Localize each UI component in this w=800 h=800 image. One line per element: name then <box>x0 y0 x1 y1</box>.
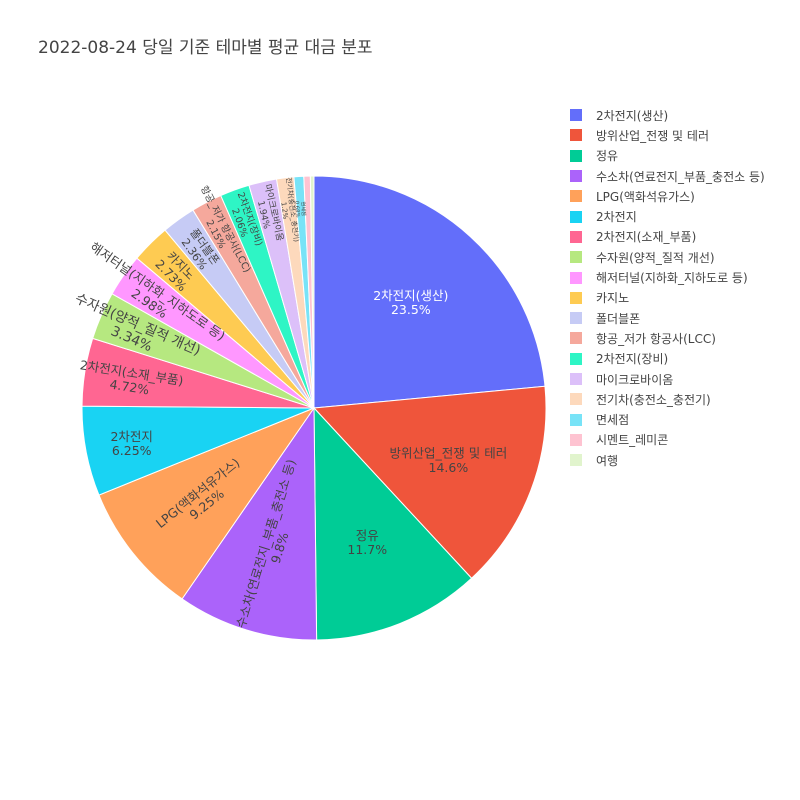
slice-label: 2차전지 6.25% <box>110 429 152 458</box>
legend-label: 수소차(연료전지_부품_충전소 등) <box>596 169 765 184</box>
legend-swatch <box>570 149 582 162</box>
legend-label: 2차전지 <box>596 210 637 225</box>
legend-label: LPG(액화석유가스) <box>596 189 695 204</box>
pie-slice[interactable] <box>313 406 473 641</box>
legend-item[interactable]: 2차전지 <box>570 206 765 226</box>
legend-item[interactable]: 여행 <box>570 450 765 470</box>
legend-label: 수자원(양적_질적 개선) <box>596 250 715 265</box>
pie-slice[interactable] <box>181 406 318 641</box>
legend-item[interactable]: 방위산업_전쟁 및 테러 <box>570 125 765 145</box>
legend-label: 2차전지(장비) <box>596 352 669 367</box>
legend-label: 2차전지(생산) <box>596 108 669 123</box>
legend-swatch <box>570 373 582 385</box>
slice-label: 정유 11.7% <box>347 528 387 557</box>
legend-label: 2차전지(소재_부품) <box>596 230 697 245</box>
legend-swatch <box>570 170 582 183</box>
legend-item[interactable]: 폴더블폰 <box>570 308 765 328</box>
legend-item[interactable]: 마이크로바이옴 <box>570 369 765 389</box>
legend-label: 마이크로바이옴 <box>596 372 674 387</box>
legend-swatch <box>570 271 582 284</box>
legend-label: 방위산업_전쟁 및 테러 <box>596 128 709 143</box>
legend-swatch <box>570 230 582 243</box>
legend-label: 시멘트_레미콘 <box>596 433 669 448</box>
pie-slice[interactable] <box>312 385 547 579</box>
legend-label: 카지노 <box>596 291 630 306</box>
legend-label: 정유 <box>596 149 619 164</box>
legend-swatch <box>570 129 582 142</box>
legend-swatch <box>570 190 582 203</box>
legend-label: 폴더블폰 <box>596 311 641 326</box>
legend-label: 여행 <box>596 453 619 468</box>
legend-item[interactable]: 2차전지(장비) <box>570 349 765 369</box>
legend-label: 항공_저가 항공사(LCC) <box>596 331 716 346</box>
legend-swatch <box>570 393 582 406</box>
legend-item[interactable]: 수자원(양적_질적 개선) <box>570 247 765 267</box>
legend-label: 면세점 <box>596 413 630 428</box>
legend-item[interactable]: 2차전지(생산) <box>570 105 765 125</box>
chart-title: 2022-08-24 당일 기준 테마별 평균 대금 분포 <box>38 38 373 58</box>
slice-label: 면세점0.68% <box>293 200 308 218</box>
legend-item[interactable]: 항공_저가 항공사(LCC) <box>570 328 765 348</box>
legend-swatch <box>570 454 582 467</box>
legend-item[interactable]: 면세점 <box>570 409 765 429</box>
legend-item[interactable]: 수소차(연료전지_부품_충전소 등) <box>570 166 765 186</box>
slice-label: 방위산업_전쟁 및 테러 14.6% <box>390 445 508 474</box>
legend-item[interactable]: LPG(액화석유가스) <box>570 186 765 206</box>
legend-item[interactable]: 2차전지(소재_부품) <box>570 227 765 247</box>
legend-swatch <box>570 433 582 446</box>
legend-swatch <box>570 413 582 426</box>
legend-swatch <box>570 251 582 264</box>
legend-swatch <box>570 312 582 325</box>
pie-slice[interactable] <box>98 406 316 600</box>
pie-slices <box>81 175 547 641</box>
legend-item[interactable]: 전기차(충전소_충전기) <box>570 389 765 409</box>
legend-item[interactable]: 해저터널(지하화_지하도로 등) <box>570 267 765 287</box>
legend-swatch <box>570 352 582 365</box>
pie-slice[interactable] <box>309 175 315 409</box>
legend-label: 전기차(충전소_충전기) <box>596 392 711 407</box>
legend-swatch <box>570 332 582 345</box>
legend-swatch <box>570 210 582 223</box>
legend-item[interactable]: 시멘트_레미콘 <box>570 430 765 450</box>
pie-slice[interactable] <box>313 175 546 409</box>
legend-label: 해저터널(지하화_지하도로 등) <box>596 271 748 286</box>
legend-swatch <box>570 109 582 122</box>
legend-item[interactable]: 정유 <box>570 146 765 166</box>
legend-item[interactable]: 카지노 <box>570 288 765 308</box>
slice-label: 2차전지(생산) 23.5% <box>373 288 448 317</box>
legend-swatch <box>570 291 582 304</box>
